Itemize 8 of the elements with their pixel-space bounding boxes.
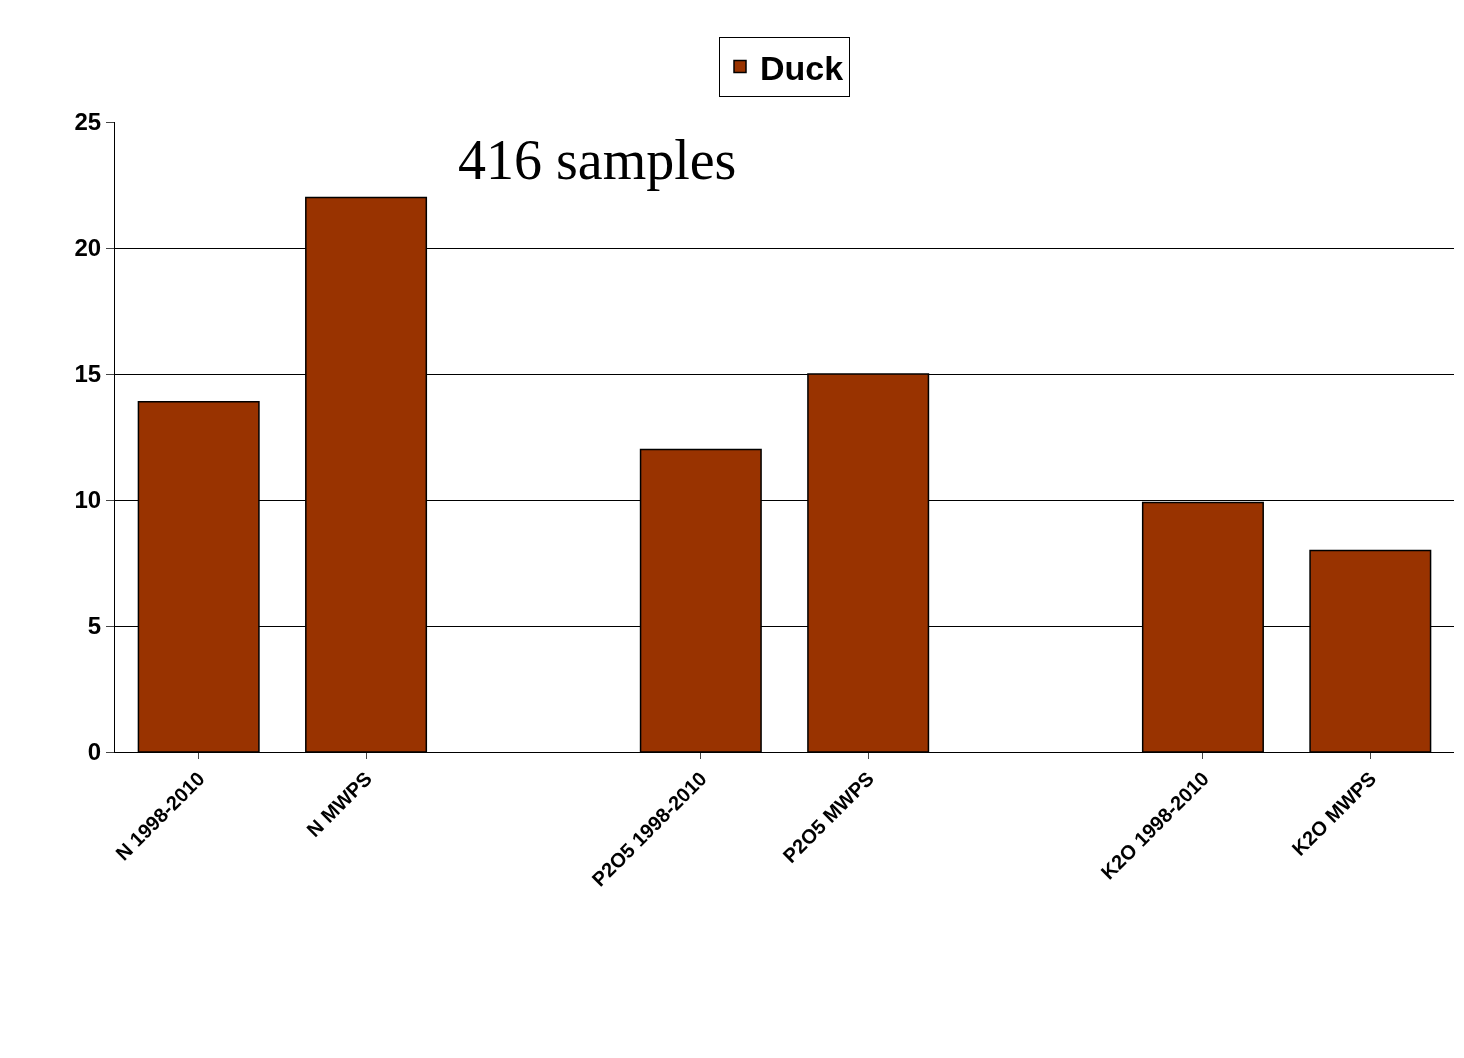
y-tick-label: 0 bbox=[87, 738, 102, 766]
y-tick-label: 10 bbox=[74, 486, 102, 514]
y-tick-label: 5 bbox=[87, 612, 102, 640]
annotation: 416 samples bbox=[458, 129, 737, 191]
y-tick-label: 25 bbox=[74, 108, 102, 136]
legend-label: Duck bbox=[760, 48, 844, 87]
y-tick-label: 20 bbox=[74, 234, 102, 262]
y-tick-label: 15 bbox=[74, 360, 102, 388]
